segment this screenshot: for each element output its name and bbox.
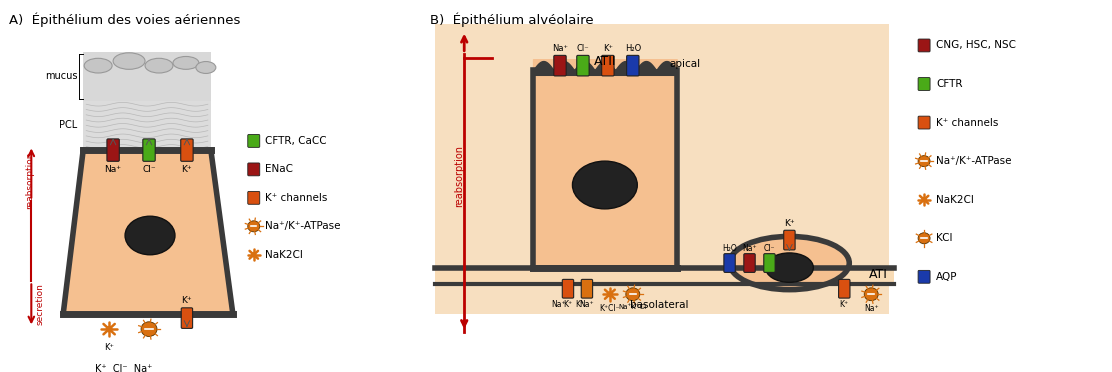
Text: basolateral: basolateral [631,300,689,310]
Text: K⁺Cl⁻: K⁺Cl⁻ [599,304,620,313]
FancyBboxPatch shape [744,254,755,272]
FancyBboxPatch shape [919,270,930,283]
FancyBboxPatch shape [554,55,566,76]
FancyBboxPatch shape [919,116,930,129]
Circle shape [922,198,926,202]
FancyBboxPatch shape [248,163,260,176]
FancyBboxPatch shape [919,78,930,90]
Bar [83,100,211,150]
Text: Cl⁻: Cl⁻ [764,244,775,253]
Text: H₂O: H₂O [625,44,641,53]
FancyBboxPatch shape [838,279,850,298]
Text: Cl⁻: Cl⁻ [142,165,156,174]
Polygon shape [533,70,677,267]
Ellipse shape [573,161,637,209]
FancyBboxPatch shape [582,279,593,298]
Ellipse shape [196,61,216,73]
Text: mucus: mucus [44,71,77,81]
FancyBboxPatch shape [107,139,119,161]
Text: A)  Épithélium des voies aériennes: A) Épithélium des voies aériennes [9,12,240,27]
Ellipse shape [113,53,145,69]
Text: CFTR: CFTR [936,79,963,89]
FancyBboxPatch shape [919,39,930,52]
Ellipse shape [729,237,850,290]
Text: ATI: ATI [870,269,888,282]
Text: NaK2Cl: NaK2Cl [936,195,974,205]
Circle shape [864,288,878,301]
Circle shape [919,155,930,167]
FancyBboxPatch shape [181,308,192,328]
Text: Na⁺: Na⁺ [864,304,878,313]
FancyBboxPatch shape [142,139,156,161]
Text: K⁺: K⁺ [575,300,585,309]
Polygon shape [63,150,232,314]
Text: PCL: PCL [59,120,77,130]
FancyBboxPatch shape [724,254,735,272]
Ellipse shape [765,253,813,282]
Circle shape [107,327,112,332]
Ellipse shape [145,58,173,73]
Text: H₂O: H₂O [722,244,737,253]
Text: KCl: KCl [936,233,953,243]
Text: Cl⁻: Cl⁻ [577,44,589,53]
Text: reabsorption: reabsorption [24,151,33,209]
FancyBboxPatch shape [248,192,260,204]
Text: reabsorption: reabsorption [454,145,464,207]
Circle shape [248,221,260,232]
FancyBboxPatch shape [602,55,614,76]
Ellipse shape [125,216,175,255]
Text: ATII: ATII [594,55,616,68]
Text: K⁺: K⁺ [105,343,115,352]
FancyBboxPatch shape [764,254,775,272]
Ellipse shape [173,57,199,69]
Text: K⁺: K⁺ [181,296,192,305]
Bar [435,24,890,314]
Text: NaK2Cl: NaK2Cl [265,250,302,260]
FancyBboxPatch shape [248,135,260,147]
Bar [435,267,894,284]
FancyBboxPatch shape [563,279,574,298]
Bar [83,52,211,100]
Ellipse shape [85,58,112,73]
Text: K⁺: K⁺ [181,165,192,174]
Text: B)  Épithélium alvéolaire: B) Épithélium alvéolaire [430,12,594,27]
Text: Na⁺: Na⁺ [552,44,568,53]
Text: Na⁺: Na⁺ [552,300,566,309]
FancyBboxPatch shape [577,55,589,76]
Text: CNG, HSC, NSC: CNG, HSC, NSC [936,41,1016,51]
Circle shape [626,288,639,301]
Text: K⁺ channels: K⁺ channels [265,193,327,203]
Text: K⁺ channels: K⁺ channels [936,118,999,128]
FancyBboxPatch shape [181,139,193,161]
Text: Na⁺K⁺Cl: Na⁺K⁺Cl [618,304,647,310]
Text: Na⁺/K⁺-ATPase: Na⁺/K⁺-ATPase [265,221,340,231]
FancyBboxPatch shape [627,55,639,76]
Text: Na⁺/K⁺-ATPase: Na⁺/K⁺-ATPase [936,156,1012,166]
Text: K⁺: K⁺ [564,300,573,309]
Text: apical: apical [669,59,701,69]
Text: Na⁺: Na⁺ [742,244,757,253]
Circle shape [141,322,157,337]
Text: K⁺: K⁺ [603,44,613,53]
Text: CFTR, CaCC: CFTR, CaCC [265,136,326,146]
Text: Na⁺: Na⁺ [579,300,594,309]
FancyBboxPatch shape [784,230,795,250]
Text: Na⁺: Na⁺ [105,165,121,174]
Text: secretion: secretion [36,283,44,325]
Circle shape [251,253,256,257]
Circle shape [607,292,613,296]
Text: AQP: AQP [936,272,957,282]
Circle shape [919,233,930,244]
Text: ENaC: ENaC [265,164,292,174]
Text: K⁺: K⁺ [840,300,848,309]
Text: K⁺  Cl⁻  Na⁺: K⁺ Cl⁻ Na⁺ [96,364,152,372]
Text: K⁺: K⁺ [784,219,795,228]
